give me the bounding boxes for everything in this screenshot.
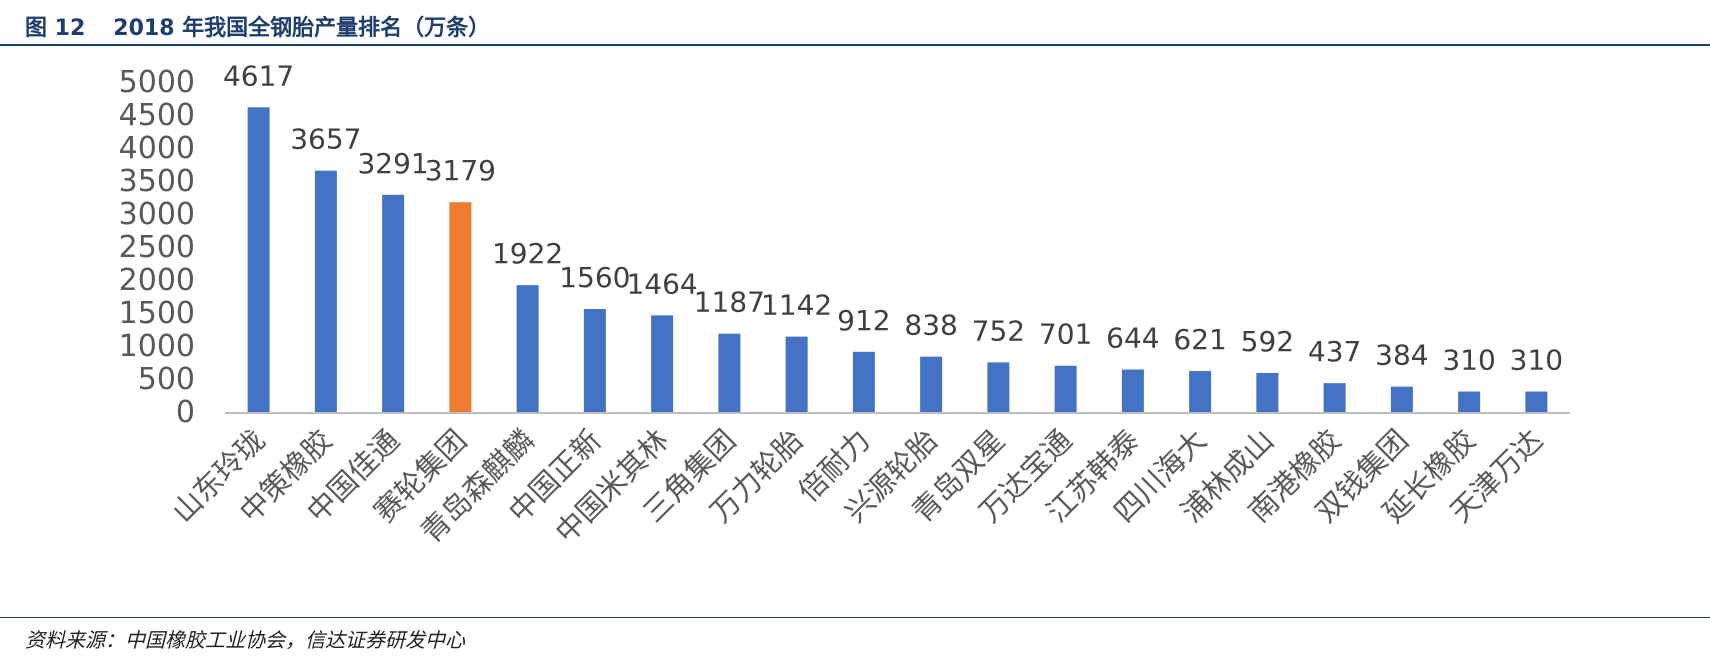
bar xyxy=(1189,371,1212,412)
bar xyxy=(1054,365,1077,412)
bar xyxy=(1323,383,1346,412)
bar xyxy=(1525,391,1548,412)
bar xyxy=(1390,386,1413,412)
bar xyxy=(651,315,674,412)
bar xyxy=(1458,391,1481,412)
data-label: 4617 xyxy=(223,59,294,92)
bar xyxy=(1121,369,1144,412)
data-label: 310 xyxy=(1510,344,1563,377)
bar-chart: 0500100015002000250030003500400045005000… xyxy=(119,59,1570,549)
y-tick-label: 4500 xyxy=(119,98,195,133)
data-label: 644 xyxy=(1106,321,1159,354)
source-note: 资料来源：中国橡胶工业协会，信达证券研发中心 xyxy=(25,628,465,652)
bar xyxy=(449,202,472,412)
data-label: 1464 xyxy=(626,267,697,300)
bar xyxy=(785,336,808,412)
bar xyxy=(920,356,943,412)
figure-number: 图 12 xyxy=(25,16,86,41)
bar xyxy=(382,194,405,412)
data-label: 912 xyxy=(837,304,890,337)
figure-title: 图 12 2018 年我国全钢胎产量排名（万条） xyxy=(25,10,490,42)
data-label: 3291 xyxy=(357,147,428,180)
data-label: 3179 xyxy=(425,154,496,187)
y-tick-label: 0 xyxy=(176,395,195,430)
bar xyxy=(314,170,337,412)
bar xyxy=(987,362,1010,412)
bar xyxy=(247,107,270,412)
footer-rule xyxy=(0,617,1710,618)
data-label: 621 xyxy=(1173,323,1226,356)
figure-title-text: 2018 年我国全钢胎产量排名（万条） xyxy=(113,16,491,41)
y-tick-label: 5000 xyxy=(119,65,195,100)
data-label: 384 xyxy=(1375,339,1428,372)
y-tick-label: 3500 xyxy=(119,164,195,199)
bar xyxy=(852,351,875,412)
data-label: 437 xyxy=(1308,335,1361,368)
figure-header: 图 12 2018 年我国全钢胎产量排名（万条） xyxy=(0,0,1710,46)
bar xyxy=(583,309,606,412)
bar xyxy=(718,333,741,412)
data-label: 1560 xyxy=(559,261,630,294)
data-label: 3657 xyxy=(290,123,361,156)
header-rule xyxy=(0,44,1710,46)
y-tick-label: 4000 xyxy=(119,131,195,166)
data-label: 838 xyxy=(904,309,957,342)
y-tick-label: 500 xyxy=(138,362,195,397)
data-label: 701 xyxy=(1039,318,1092,351)
data-label: 1142 xyxy=(761,289,832,322)
data-label: 1187 xyxy=(694,286,765,319)
y-tick-label: 2500 xyxy=(119,230,195,265)
y-tick-label: 1500 xyxy=(119,296,195,331)
data-label: 592 xyxy=(1241,325,1294,358)
y-tick-label: 1000 xyxy=(119,329,195,364)
bar xyxy=(1256,372,1279,412)
data-label: 752 xyxy=(972,314,1025,347)
y-tick-label: 2000 xyxy=(119,263,195,298)
bar xyxy=(516,285,539,412)
y-tick-label: 3000 xyxy=(119,197,195,232)
data-label: 310 xyxy=(1442,344,1495,377)
data-label: 1922 xyxy=(492,237,563,270)
